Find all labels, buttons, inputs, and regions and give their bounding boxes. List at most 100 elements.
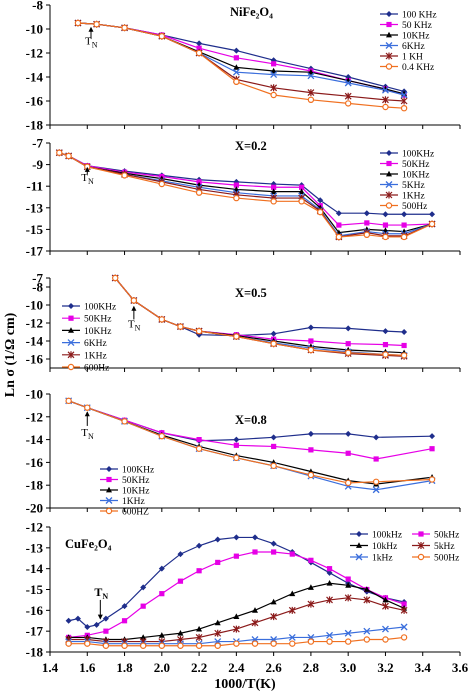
tn-label: TN	[94, 585, 108, 601]
y-tick-label: -10	[26, 387, 43, 402]
data-point	[251, 640, 259, 647]
data-point	[177, 551, 184, 558]
data-point	[270, 340, 277, 347]
legend-marker	[106, 466, 112, 472]
series-line	[77, 22, 405, 109]
data-point	[121, 642, 128, 649]
tn-annotation: TN	[128, 305, 141, 333]
legend-label: 500Hz	[402, 202, 427, 212]
data-point	[233, 333, 240, 340]
legend-label: 0.4 KHz	[402, 63, 434, 73]
data-point	[270, 434, 277, 441]
y-tick-label: -15	[26, 222, 44, 237]
series-100khz	[112, 275, 408, 339]
legend-label: 600Hz	[84, 364, 109, 374]
data-point	[103, 628, 109, 634]
legend-marker	[417, 542, 425, 549]
data-point	[158, 642, 166, 649]
legend-marker	[105, 497, 113, 504]
legend-label: 50kHz	[434, 531, 459, 541]
data-point	[232, 625, 240, 633]
data-point	[102, 642, 110, 649]
data-point	[214, 536, 221, 543]
data-point	[195, 642, 203, 649]
data-point	[382, 233, 389, 241]
y-tick-label: -12	[26, 409, 43, 424]
data-point	[307, 638, 315, 645]
y-tick-label: -10	[26, 298, 43, 313]
tn-annotation: TN	[94, 585, 108, 620]
data-point	[233, 553, 239, 559]
tn-label: TN	[85, 36, 98, 50]
y-tick-label: -7	[32, 271, 43, 286]
data-point	[215, 559, 221, 566]
data-point	[344, 92, 352, 100]
series-line	[77, 22, 405, 102]
data-point	[121, 24, 128, 31]
y-tick-label: -18	[26, 478, 44, 493]
legend-marker	[106, 486, 112, 493]
data-point	[308, 447, 314, 453]
data-point	[195, 633, 203, 641]
legend-label: 10KHz	[402, 32, 429, 42]
data-point	[214, 619, 221, 626]
data-point	[196, 542, 203, 549]
data-point	[326, 638, 333, 645]
series-500hz	[56, 149, 436, 241]
data-point	[121, 603, 128, 610]
panel-2: -7 -9 -11 -13 -15 -17 X=0.2 100KHz50KHz10KHz5KH…	[26, 136, 461, 259]
data-point	[401, 601, 407, 607]
legend-marker	[355, 553, 363, 561]
series-line	[59, 152, 433, 234]
data-point	[270, 330, 277, 337]
y-tick-label: -14	[26, 70, 44, 85]
tn-arrow-head	[97, 614, 103, 620]
y-tick-label: -12	[26, 316, 43, 331]
legend-marker	[386, 160, 392, 167]
panel-title: X=0.2	[235, 139, 267, 153]
data-point	[130, 297, 138, 304]
y-tick-label: -7	[32, 136, 43, 151]
data-point	[139, 642, 147, 649]
y-tick-label: -11	[26, 179, 43, 194]
panel-title: CuFe₂O₄	[65, 537, 112, 551]
legend-label: 1kHz	[372, 554, 393, 564]
y-tick-label: -14	[26, 432, 44, 447]
series-50khz	[66, 398, 435, 462]
data-point	[372, 478, 380, 485]
legend-label: 1 KH	[402, 53, 423, 63]
data-point	[158, 565, 165, 572]
series-5khz	[55, 149, 436, 240]
legend-label: 600HZ	[122, 508, 149, 518]
data-point	[429, 211, 436, 218]
data-point	[252, 549, 258, 555]
legend-label: 100KHz	[122, 466, 154, 476]
x-tick-label: 3.2	[377, 660, 393, 675]
data-point	[400, 91, 408, 99]
legend-marker	[356, 542, 362, 548]
y-tick-label: -9	[32, 157, 43, 172]
data-point	[307, 72, 315, 80]
data-point	[428, 220, 436, 228]
data-point	[288, 633, 296, 641]
data-point	[112, 274, 119, 282]
x-tick-label: 3.0	[340, 660, 356, 675]
legend: 100KHz 50KHz 10KHz 6KHz 1KHz 600Hz	[62, 303, 116, 374]
data-point	[158, 632, 165, 638]
data-point	[159, 591, 165, 597]
data-point	[298, 198, 305, 205]
data-point	[158, 33, 166, 40]
data-point	[84, 624, 91, 630]
data-point	[65, 640, 72, 647]
data-point	[177, 630, 184, 636]
data-point	[335, 210, 342, 217]
data-point	[382, 96, 389, 104]
tn-label: TN	[128, 319, 141, 333]
panel-5: -12 -13 -14 -15 -16 -17 -181.4 1.6 1.8 2.0 2.2 2.4 2…	[26, 520, 469, 676]
data-point	[381, 86, 389, 94]
legend-label: 50KHz	[402, 160, 429, 170]
data-point	[233, 78, 240, 86]
data-point	[400, 606, 408, 614]
data-point	[233, 47, 240, 54]
